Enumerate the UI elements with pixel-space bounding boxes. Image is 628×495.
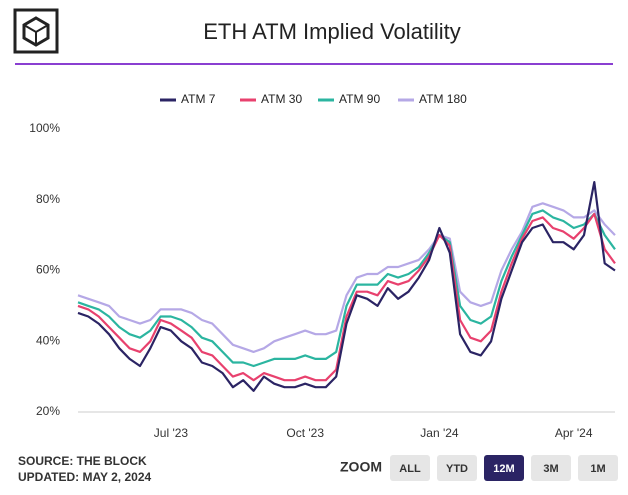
zoom-button-label[interactable]: 3M (543, 463, 558, 475)
x-tick-label: Oct '23 (286, 426, 324, 440)
legend-label: ATM 7 (181, 92, 216, 106)
series-line (77, 209, 616, 368)
chart-title: ETH ATM Implied Volatility (203, 19, 461, 44)
zoom-button[interactable] (484, 455, 524, 481)
zoom-button-label[interactable]: 12M (493, 463, 514, 475)
zoom-button[interactable] (437, 455, 477, 481)
y-tick-label: 20% (36, 404, 60, 418)
series-line (77, 212, 616, 382)
legend-label: ATM 180 (419, 92, 467, 106)
source: SOURCE: THE BLOCK (18, 454, 147, 468)
legend-label: ATM 90 (339, 92, 380, 106)
zoom-button-label[interactable]: 1M (590, 463, 605, 475)
x-tick-label: Jul '23 (154, 426, 189, 440)
y-tick-label: 100% (29, 121, 60, 135)
x-tick-label: Apr '24 (555, 426, 593, 440)
zoom-button[interactable] (578, 455, 618, 481)
zoom-button[interactable] (390, 455, 430, 481)
logo (13, 8, 59, 54)
zoom-button-label[interactable]: YTD (446, 463, 468, 475)
y-tick-label: 40% (36, 333, 60, 347)
series-line (77, 181, 616, 392)
zoom-button-label[interactable]: ALL (399, 463, 421, 475)
y-tick-label: 80% (36, 192, 60, 206)
zoom-label: ZOOM (340, 459, 382, 475)
y-tick-label: 60% (36, 263, 60, 277)
legend-label: ATM 30 (261, 92, 302, 106)
updated: UPDATED: MAY 2, 2024 (18, 470, 151, 484)
series-line (77, 202, 616, 353)
x-tick-label: Jan '24 (420, 426, 459, 440)
zoom-button[interactable] (531, 455, 571, 481)
